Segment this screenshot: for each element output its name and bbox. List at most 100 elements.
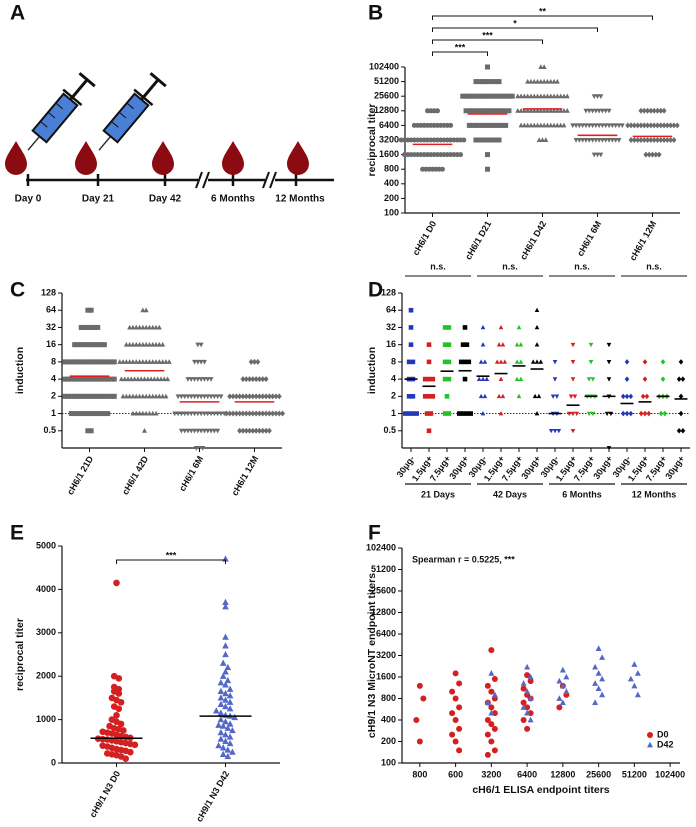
point <box>98 342 104 348</box>
point <box>223 410 229 417</box>
point <box>188 394 194 400</box>
point <box>661 107 667 114</box>
point <box>646 410 652 417</box>
point <box>671 122 677 129</box>
point <box>645 122 651 129</box>
point <box>95 393 101 399</box>
point <box>458 152 464 158</box>
significance-bracket <box>432 39 543 44</box>
point <box>133 341 139 347</box>
point <box>635 122 641 129</box>
point <box>72 393 78 399</box>
point <box>205 394 211 400</box>
point <box>485 152 490 158</box>
point <box>588 360 594 365</box>
point <box>566 411 572 417</box>
point <box>470 93 476 99</box>
point <box>113 579 120 587</box>
point <box>237 393 243 400</box>
point <box>255 358 261 365</box>
point <box>122 376 128 382</box>
point <box>95 324 101 330</box>
point <box>219 659 227 666</box>
y-tick-label: 8 <box>391 356 396 366</box>
point <box>426 428 432 434</box>
point <box>570 123 576 129</box>
point <box>140 393 146 399</box>
point <box>559 666 566 673</box>
point <box>250 393 256 400</box>
point <box>247 376 253 383</box>
point <box>484 682 491 689</box>
point <box>568 394 574 399</box>
point <box>240 393 246 400</box>
point <box>476 122 482 128</box>
point <box>117 359 123 364</box>
point <box>101 393 107 399</box>
point <box>163 359 169 364</box>
point <box>662 410 668 417</box>
point <box>217 735 225 742</box>
point <box>520 717 527 723</box>
point <box>541 93 547 99</box>
point <box>247 393 253 400</box>
point <box>658 137 664 143</box>
point <box>88 428 94 434</box>
point <box>590 411 596 417</box>
point <box>85 359 91 365</box>
point <box>446 342 452 347</box>
timeline-label: Day 42 <box>149 194 182 205</box>
point <box>476 137 482 143</box>
point <box>78 359 84 365</box>
point <box>185 377 191 382</box>
point <box>408 325 414 330</box>
point <box>482 393 488 399</box>
point <box>648 137 654 143</box>
point <box>153 341 159 347</box>
y-tick-label: 100 <box>381 757 396 767</box>
point <box>201 377 207 382</box>
point <box>527 716 534 723</box>
point <box>535 108 541 113</box>
point <box>668 137 674 143</box>
point <box>82 411 88 417</box>
point <box>175 411 181 417</box>
point <box>664 137 670 143</box>
point <box>645 107 651 114</box>
point <box>473 108 479 114</box>
point <box>91 342 97 348</box>
x-tick-label: cH6/1 6M <box>177 454 205 493</box>
point <box>624 376 630 382</box>
point <box>233 393 239 400</box>
point <box>226 685 234 692</box>
point <box>671 137 677 143</box>
point <box>208 411 214 417</box>
point <box>483 137 489 143</box>
point <box>263 427 269 434</box>
point <box>498 411 504 416</box>
point <box>668 122 674 129</box>
point <box>592 699 599 706</box>
point <box>439 166 445 172</box>
point <box>538 108 544 113</box>
point <box>266 410 272 417</box>
point <box>217 694 225 701</box>
point <box>198 359 204 365</box>
point <box>624 410 630 417</box>
point <box>230 410 236 417</box>
point <box>229 748 236 755</box>
point <box>496 393 502 399</box>
point <box>130 393 136 399</box>
point <box>544 122 550 128</box>
point <box>85 376 91 382</box>
point <box>570 360 576 365</box>
point <box>580 123 586 129</box>
point <box>496 79 502 85</box>
point <box>222 731 229 738</box>
point <box>606 108 612 114</box>
point <box>224 676 232 684</box>
point <box>599 138 605 143</box>
point <box>590 138 596 143</box>
point <box>466 93 472 99</box>
point <box>408 342 414 347</box>
